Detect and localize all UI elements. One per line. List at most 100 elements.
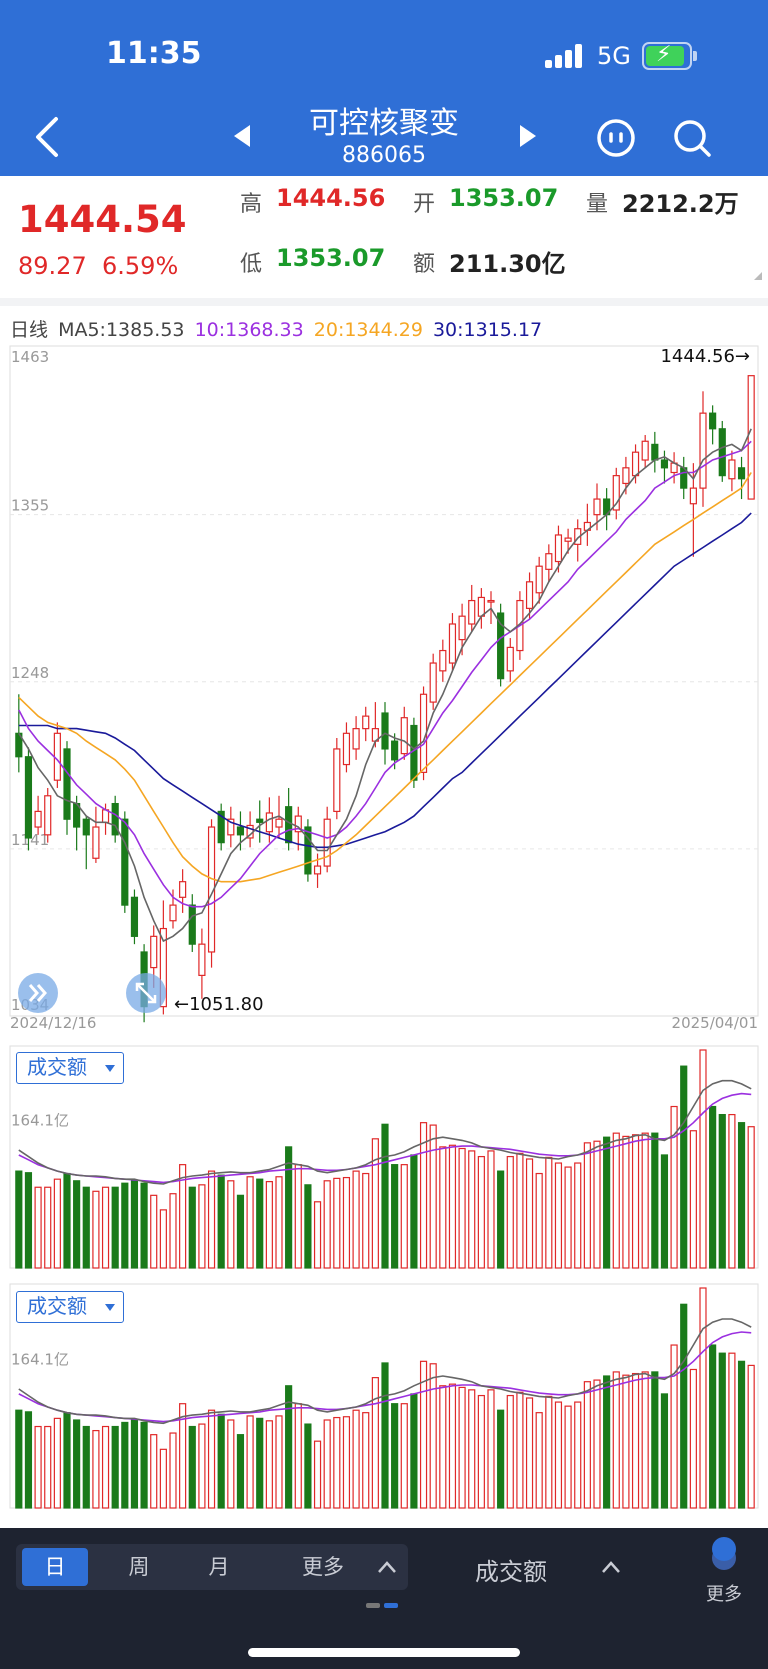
volume-bar-up [574,1162,582,1269]
volume-bar-up [689,1368,697,1509]
volume-bar-up [612,1371,620,1509]
volume-bar-up [265,1420,273,1509]
volume-bar-up [419,1122,428,1269]
volume-bar-up [699,1287,707,1509]
candle-down [651,443,659,461]
volume-bar-up [53,1178,61,1269]
volume-bar-down [140,1182,148,1269]
volume-bar-down [82,1186,90,1269]
high-label: 高 [240,192,263,217]
turnover-chart-1[interactable]: 164.1亿 [0,1040,768,1270]
volume-bar-up [333,1416,341,1509]
volume-bar-up [429,1363,437,1509]
volume-bar-down [497,1170,505,1269]
y-tick-label: 1248 [11,664,49,682]
volume-bar-down [73,1419,81,1509]
volume-bar-up [593,1379,601,1509]
volume-bar-up [631,1134,640,1269]
candle-up [294,815,302,833]
candle-down [391,740,399,761]
ma20-line [18,472,752,883]
candle-up [506,646,514,672]
volume-bar-down [304,1423,312,1509]
volume-bar-up [699,1049,707,1269]
volume-bar-up [583,1381,591,1509]
candle-up [44,795,52,836]
tab-day[interactable]: 日 [22,1548,88,1586]
tab-more[interactable]: 更多 [302,1555,344,1579]
volume-bar-down [718,1352,726,1509]
candle-up [169,904,177,922]
volume-bar-down [130,1180,139,1269]
volume-bar-up [564,1405,572,1509]
volume-bar-up [622,1374,630,1509]
volume-bar-up [352,1170,360,1269]
candle-up [323,818,331,867]
expand-left-button[interactable] [18,973,58,1013]
volume-bar-up [179,1164,187,1269]
more-label[interactable]: 更多 [706,1584,742,1605]
ma10-legend: 10:1368.33 [194,319,304,341]
section-divider [0,298,768,306]
volume-bar-down [603,1136,611,1269]
turnover-chart-2[interactable]: 164.1亿 [0,1278,768,1510]
candle-up [468,599,476,625]
candle-up [352,728,360,750]
volume-bar-down [660,1393,669,1509]
chat-face-icon[interactable] [596,118,636,158]
volume-bar-up [362,1412,370,1509]
volume-bar-down [680,1303,688,1509]
candle-up [342,732,351,766]
more-layers-icon[interactable] [710,1536,738,1570]
battery-icon: ⚡ [642,42,698,70]
tab-week[interactable]: 周 [128,1555,150,1579]
volume-bar-down [24,1411,33,1509]
candle-up [179,881,187,898]
home-indicator [248,1648,520,1657]
date-start-label: 2024/12/16 [10,1014,96,1030]
y-tick-label: 1355 [11,497,49,515]
volume-bar-up [612,1132,620,1269]
candlestick-chart[interactable]: 146313551248114110341444.56→←1051.802024… [0,340,768,1030]
fullscreen-button[interactable] [126,973,166,1013]
volume-bar-up [275,1176,283,1269]
back-button[interactable] [30,115,66,159]
candle-down [256,818,264,823]
candle-up [400,717,408,755]
open-label: 开 [413,192,436,217]
candle-up [477,596,485,617]
next-stock-button[interactable] [516,123,540,149]
period-label: 日线 [10,319,49,341]
volume-bar-down [256,1417,264,1509]
volume-bar-up [670,1105,678,1269]
volume-bar-up [448,1144,457,1269]
volume-bar-up [227,1180,235,1269]
volume-bar-down [285,1385,293,1509]
candle-down [188,904,196,945]
indicator-select-2-label: 成交额 [27,1294,87,1318]
volume-bar-down [121,1182,129,1269]
search-icon[interactable] [672,118,712,158]
candle-up [728,459,736,480]
double-chevron-icon [28,984,47,1002]
indicator-select-2[interactable]: 成交额 [16,1291,124,1323]
chevron-up-icon[interactable] [376,1560,398,1574]
prev-stock-button[interactable] [230,123,254,149]
volume-bar-up [179,1403,187,1509]
volume-bar-down [680,1065,688,1269]
corner-marker-icon [754,272,762,280]
ma30-legend: 30:1315.17 [432,319,543,341]
volume-bar-up [159,1448,167,1509]
ma20-legend: 20:1344.29 [313,319,423,341]
volume-bar-up [583,1142,591,1269]
indicator-switch[interactable]: 成交额 [475,1558,547,1586]
volume-bar-up [92,1190,100,1269]
volume-bar-up [294,1403,302,1509]
volume-bar-up [44,1425,52,1509]
volume-bar-up [246,1176,254,1269]
chevron-up-icon[interactable] [600,1560,622,1574]
tab-month[interactable]: 月 [208,1555,230,1579]
candle-up [313,865,322,875]
indicator-select-1[interactable]: 成交额 [16,1052,124,1084]
volume-bar-up [323,1180,331,1269]
